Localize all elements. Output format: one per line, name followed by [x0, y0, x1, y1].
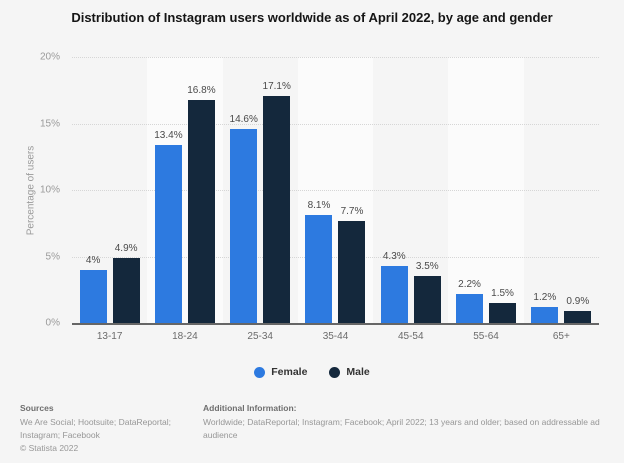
bar-groups: 4% 4.9% 13.4% 16.8% 14.6% 17.1% 8.1% 7.7% 4.3% 3.… [72, 57, 599, 323]
y-axis-title-text: Percentage of users [25, 145, 37, 235]
plot-area: 20% 15% 10% 5% 0% 4% 4.9% 13.4% 16.8% 14.6% 17.1%… [40, 52, 599, 329]
bar-value-label: 16.8% [187, 84, 216, 96]
gridline [72, 57, 599, 58]
bar-male: 3.5% [413, 261, 441, 323]
additional-info-text: Worldwide; DataReportal; Instagram; Face… [203, 417, 600, 440]
gridline [72, 123, 599, 125]
additional-info-block: Additional Information: Worldwide; DataR… [203, 403, 615, 454]
bar-male: 1.5% [489, 288, 517, 323]
legend: Female Male [0, 366, 624, 378]
bar-group: 4.3% 3.5% [373, 57, 448, 323]
bar-value-label: 4% [85, 254, 101, 266]
bar-female: 4.3% [380, 251, 408, 323]
bar-group: 8.1% 7.7% [298, 57, 373, 323]
y-tick-label: 15% [39, 118, 60, 129]
bar-group: 2.2% 1.5% [448, 57, 523, 323]
y-axis-title: Percentage of users [24, 57, 38, 323]
additional-info-heading: Additional Information: [203, 403, 297, 413]
legend-item-female[interactable]: Female [254, 366, 307, 378]
sources-heading: Sources [20, 403, 54, 413]
bar-male: 0.9% [564, 296, 592, 323]
legend-dot-icon [329, 366, 341, 378]
bar-male: 16.8% [187, 85, 216, 323]
x-category-label: 13-17 [96, 331, 123, 342]
bar-value-label: 4.3% [382, 250, 406, 262]
x-category-label: 45-54 [397, 331, 424, 342]
bar-value-label: 17.1% [262, 80, 291, 92]
bar-male: 4.9% [112, 243, 140, 323]
bar-female: 4% [79, 255, 107, 323]
x-category-label: 65+ [552, 331, 570, 342]
bar-value-label: 8.1% [307, 200, 331, 212]
bar-group: 14.6% 17.1% [223, 57, 298, 323]
bar-value-label: 13.4% [154, 129, 183, 141]
legend-label: Female [271, 366, 308, 378]
bar-value-label: 7.7% [340, 205, 364, 217]
legend-item-male[interactable]: Male [329, 366, 370, 378]
y-tick-label: 5% [45, 251, 60, 262]
footer: Sources We Are Social; Hootsuite; DataRe… [20, 403, 616, 454]
legend-label: Male [346, 366, 370, 378]
bar-value-label: 14.6% [229, 113, 258, 125]
gridline [72, 190, 599, 191]
sources-line-1: We Are Social; Hootsuite; DataReportal; [20, 417, 172, 427]
x-category-label: 18-24 [172, 331, 198, 342]
bar-male: 7.7% [338, 206, 366, 323]
y-tick-label: 10% [39, 184, 60, 196]
bar-value-label: 1.2% [533, 292, 557, 304]
legend-dot-icon [254, 366, 266, 378]
bar-value-label: 0.9% [566, 296, 590, 308]
bar-female: 14.6% [230, 114, 258, 323]
gridline [72, 256, 599, 258]
bar-female: 2.2% [456, 279, 484, 323]
x-category-label: 25-34 [247, 331, 273, 342]
x-axis-line [72, 323, 599, 325]
bar-group: 13.4% 16.8% [147, 57, 222, 323]
chart-title: Distribution of Instagram users worldwid… [71, 10, 553, 25]
bar-female: 13.4% [154, 130, 183, 323]
x-axis-labels: 13-17 18-24 25-34 35-44 45-54 55-64 65+ [72, 331, 599, 342]
bar-male: 17.1% [263, 81, 291, 323]
bar-female: 8.1% [305, 200, 333, 323]
y-tick-label: 20% [39, 51, 60, 63]
copyright-text: © Statista 2022 [20, 442, 79, 453]
x-category-label: 35-44 [322, 331, 349, 342]
bar-value-label: 4.9% [114, 242, 138, 254]
bar-value-label: 3.5% [415, 261, 439, 273]
bar-group: 1.2% 0.9% [524, 57, 599, 323]
bar-value-label: 2.2% [458, 278, 481, 290]
sources-line-2: Instagram; Facebook [20, 429, 100, 440]
bar-group: 4% 4.9% [72, 57, 147, 323]
bar-female: 1.2% [531, 292, 559, 323]
sources-block: Sources We Are Social; Hootsuite; DataRe… [20, 403, 203, 454]
y-axis-ticks: 20% 15% 10% 5% 0% [40, 52, 599, 329]
y-tick-label: 0% [45, 317, 60, 329]
x-category-label: 55-64 [473, 331, 499, 342]
bar-value-label: 1.5% [491, 288, 514, 300]
